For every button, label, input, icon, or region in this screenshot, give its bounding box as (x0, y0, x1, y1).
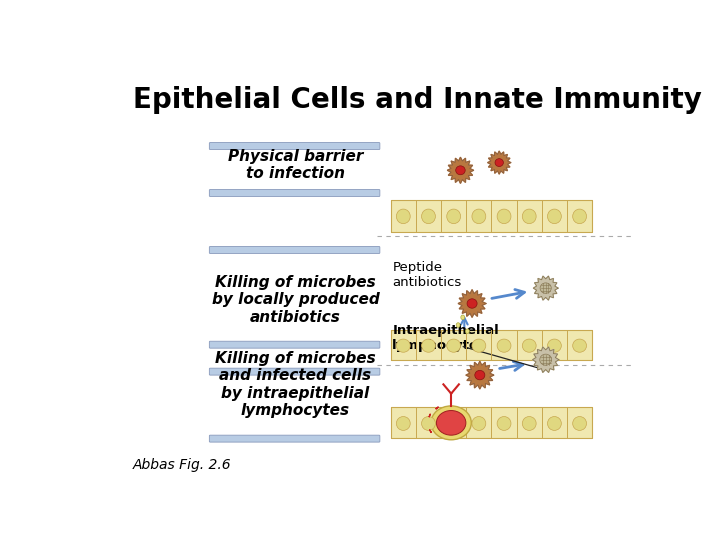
Ellipse shape (497, 209, 511, 224)
FancyBboxPatch shape (210, 368, 380, 375)
Text: Peptide
antibiotics: Peptide antibiotics (392, 261, 462, 289)
Ellipse shape (497, 339, 511, 352)
Text: Epithelial Cells and Innate Immunity: Epithelial Cells and Innate Immunity (132, 86, 701, 114)
FancyBboxPatch shape (210, 190, 380, 197)
Ellipse shape (397, 339, 410, 352)
Ellipse shape (446, 339, 461, 352)
Ellipse shape (421, 416, 436, 430)
Ellipse shape (472, 339, 486, 352)
Text: Killing of microbes
by locally produced
antibiotics: Killing of microbes by locally produced … (212, 275, 379, 325)
FancyBboxPatch shape (210, 247, 380, 253)
Ellipse shape (456, 323, 460, 327)
Bar (391, 330, 593, 360)
Ellipse shape (397, 209, 410, 224)
Ellipse shape (547, 209, 562, 224)
Ellipse shape (456, 166, 465, 175)
Ellipse shape (436, 410, 466, 435)
Text: Intraepithelial
lymphocyte: Intraepithelial lymphocyte (392, 325, 499, 352)
Text: Killing of microbes
and infected cells
by intraepithelial
lymphocytes: Killing of microbes and infected cells b… (215, 351, 376, 418)
Bar (391, 200, 593, 232)
Ellipse shape (446, 209, 461, 224)
Ellipse shape (397, 416, 410, 430)
Ellipse shape (547, 339, 562, 352)
Ellipse shape (474, 370, 485, 380)
Ellipse shape (522, 339, 536, 352)
Polygon shape (487, 151, 510, 174)
FancyBboxPatch shape (210, 435, 380, 442)
Ellipse shape (467, 299, 477, 308)
Ellipse shape (522, 209, 536, 224)
Ellipse shape (572, 339, 587, 352)
Text: Physical barrier
to infection: Physical barrier to infection (228, 148, 363, 181)
Ellipse shape (572, 209, 587, 224)
Ellipse shape (466, 329, 469, 334)
Bar (391, 408, 593, 438)
Polygon shape (534, 276, 558, 300)
Ellipse shape (572, 416, 587, 430)
Ellipse shape (522, 416, 536, 430)
Text: Abbas Fig. 2.6: Abbas Fig. 2.6 (132, 457, 231, 471)
Ellipse shape (421, 339, 436, 352)
Ellipse shape (431, 406, 472, 440)
Polygon shape (458, 289, 486, 318)
Polygon shape (466, 361, 494, 389)
Ellipse shape (446, 416, 461, 430)
FancyBboxPatch shape (210, 341, 380, 348)
Ellipse shape (540, 354, 552, 365)
FancyBboxPatch shape (210, 143, 380, 150)
Ellipse shape (540, 283, 552, 293)
Ellipse shape (495, 159, 503, 166)
Ellipse shape (472, 416, 486, 430)
Ellipse shape (497, 416, 511, 430)
Ellipse shape (472, 209, 486, 224)
Ellipse shape (461, 315, 464, 320)
Polygon shape (533, 347, 559, 373)
Ellipse shape (547, 416, 562, 430)
Polygon shape (447, 157, 474, 184)
Ellipse shape (421, 209, 436, 224)
